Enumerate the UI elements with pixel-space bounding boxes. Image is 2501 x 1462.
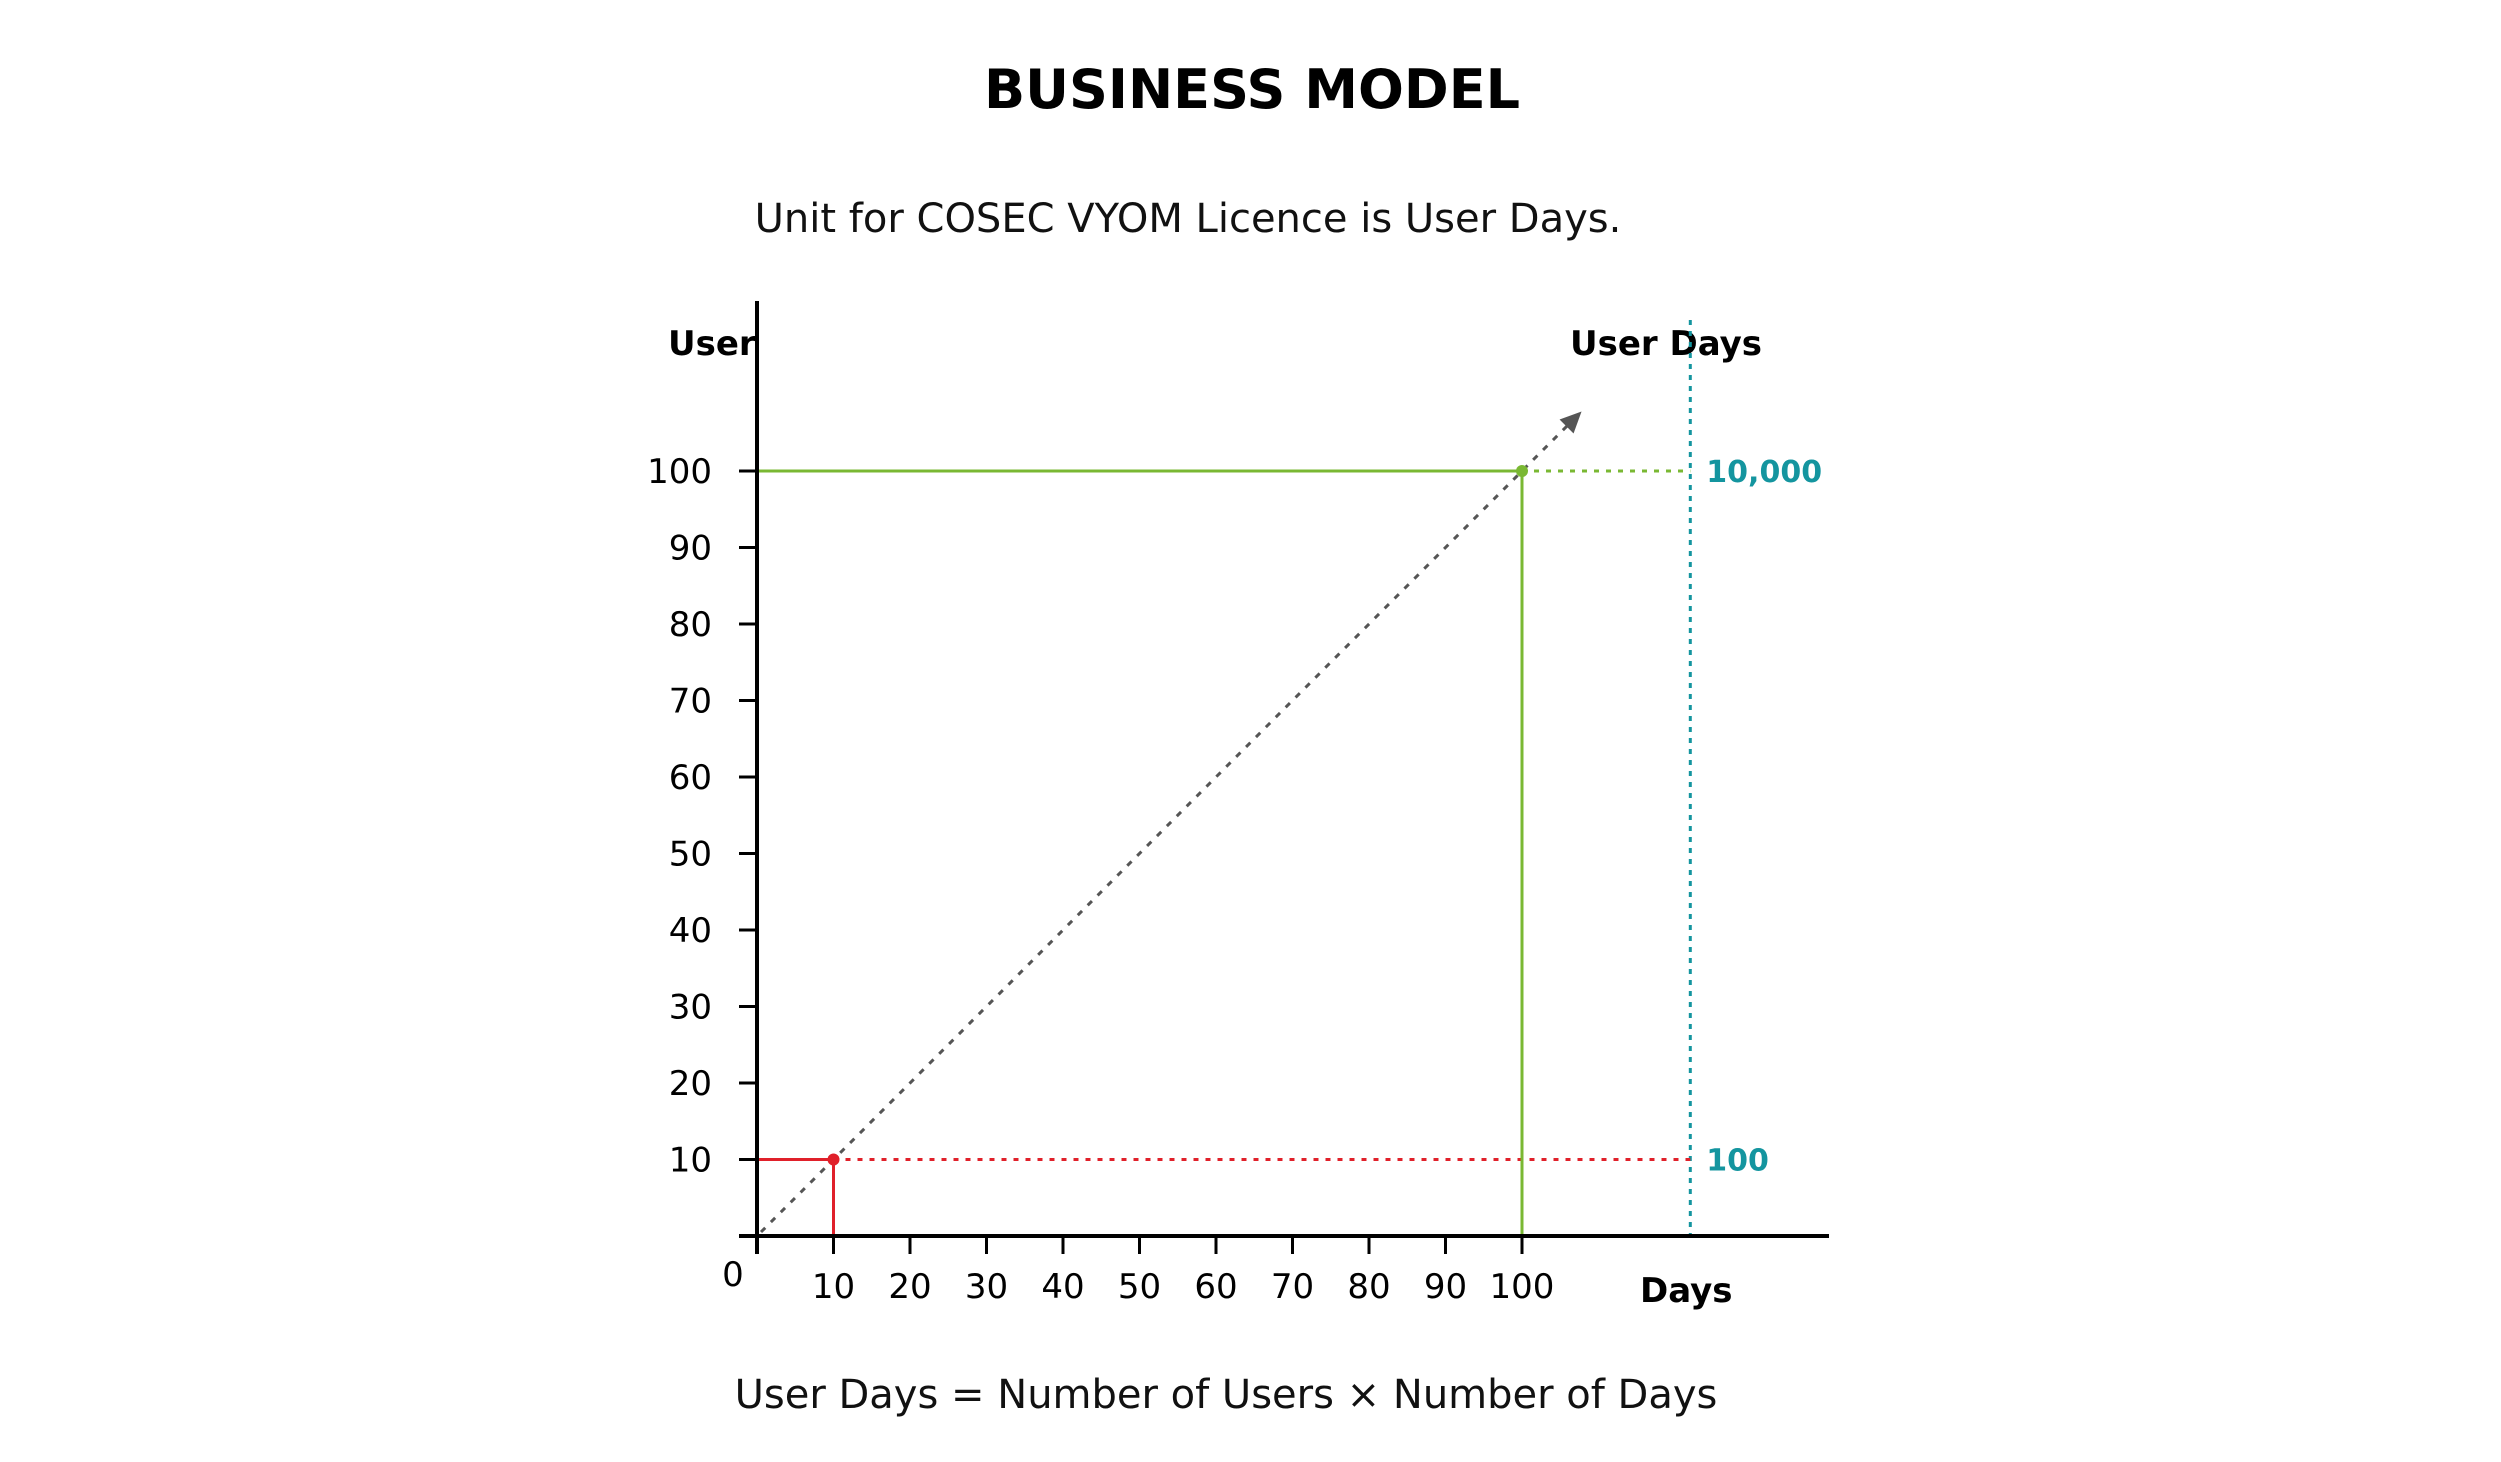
x-tick-label: 50 — [1118, 1267, 1161, 1307]
y-tick-label: 100 — [647, 452, 712, 492]
title: BUSINESS MODEL — [984, 58, 1520, 121]
formula: User Days = Number of Users × Number of … — [735, 1372, 1718, 1418]
subtitle: Unit for COSEC VYOM Licence is User Days… — [755, 196, 1622, 242]
x-tick-label: 80 — [1347, 1267, 1390, 1307]
y-tick-label: 90 — [669, 529, 712, 569]
user-days-value-label: 10,000 — [1706, 455, 1822, 490]
y-tick-label: 40 — [669, 911, 712, 951]
x-tick-label: 100 — [1490, 1267, 1555, 1307]
y-axis-label: User — [668, 324, 756, 364]
arrow-head-icon — [1559, 411, 1582, 434]
y-tick-label: 60 — [669, 758, 712, 798]
y-tick-label: 10 — [669, 1141, 712, 1181]
x-tick-label: 70 — [1271, 1267, 1314, 1307]
user-days-value-label: 100 — [1706, 1144, 1769, 1179]
user-days-label: User Days — [1570, 324, 1762, 364]
x-tick-label: 60 — [1194, 1267, 1237, 1307]
x-tick-label: 90 — [1424, 1267, 1467, 1307]
data-point — [1516, 465, 1528, 477]
x-tick-label: 20 — [888, 1267, 931, 1307]
x-tick-label: 40 — [1041, 1267, 1084, 1307]
y-tick-label: 20 — [669, 1064, 712, 1104]
origin-label: 0 — [722, 1255, 744, 1295]
y-tick-label: 70 — [669, 682, 712, 722]
data-point — [827, 1153, 840, 1166]
y-tick-label: 50 — [669, 835, 712, 875]
x-tick-label: 10 — [812, 1267, 855, 1307]
trend-line-arrow — [759, 416, 1577, 1234]
x-axis-label: Days — [1640, 1271, 1733, 1311]
x-tick-label: 30 — [965, 1267, 1008, 1307]
y-tick-label: 30 — [669, 988, 712, 1028]
y-tick-label: 80 — [669, 605, 712, 645]
